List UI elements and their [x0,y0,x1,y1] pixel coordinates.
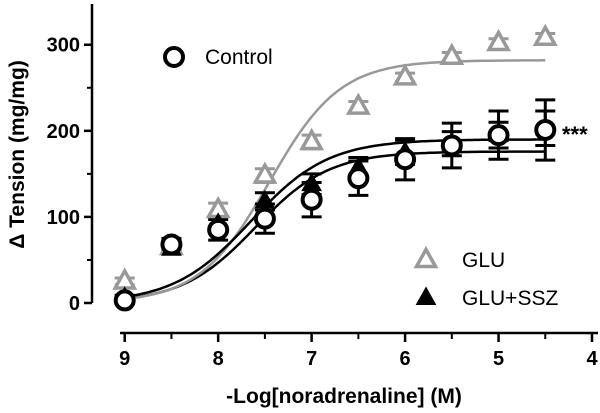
data-point-control [160,233,183,256]
legend-symbol [163,46,185,68]
data-point-control [113,289,136,312]
legend-marker-control [163,46,185,68]
x-tick-label: 6 [400,348,411,370]
y-tick-label: 200 [47,121,80,143]
x-tick-label: 5 [493,348,504,370]
legend-entry-glu: GLU [413,245,505,272]
x-tick-label: 7 [306,348,317,370]
data-point-control [440,134,463,157]
data-point-glu [486,28,512,52]
data-point-glu [439,42,465,66]
data-point-control [534,118,557,141]
y-axis-ticks: 0 100 200 300 [47,35,92,315]
x-tick-label: 9 [119,348,130,370]
x-axis-title: -Log[noradrenaline] (M) [226,385,462,408]
legend-label-glu-ssz: GLU+SSZ [462,287,558,310]
x-tick-label: 8 [213,348,224,370]
legend-entry-control: Control [163,46,273,69]
data-point-glu [252,161,278,184]
data-point-control [394,148,417,171]
data-points [112,23,558,312]
y-tick-label: 100 [47,207,80,229]
legend-marker-glu [413,245,439,269]
legend-symbol [415,286,437,305]
data-point-glu [392,63,418,86]
data-point-control [347,167,370,190]
fit-curve-0 [124,150,546,301]
fit-curve-2 [124,138,546,299]
data-point-glu [112,267,138,290]
data-point-glu [532,23,558,47]
significance-annotation: *** [562,122,588,147]
legend-marker-glu-ssz [415,286,437,305]
data-point-control [207,218,230,241]
fit-curves [124,59,546,301]
data-point-control [253,207,276,230]
fit-curve-1 [124,59,546,301]
legend-symbol [413,245,439,269]
y-axis-title: Δ Tension (mg/mg) [6,60,29,249]
data-point-control [487,124,510,147]
x-tick-label: 4 [586,348,598,370]
legend: Control GLU GLU+SSZ [163,46,558,310]
legend-label-glu: GLU [462,249,505,272]
data-point-control [300,188,323,211]
data-point-glu [299,127,325,151]
legend-label-control: Control [205,46,273,69]
legend-entry-glu-ssz: GLU+SSZ [415,286,558,310]
data-point-glu [345,92,371,115]
y-tick-label: 0 [69,293,80,315]
y-tick-label: 300 [47,35,80,57]
axes: 0 100 200 300 9 8 7 6 5 4 Δ Tension (mg/mg) -Log… [6,4,598,408]
x-axis-ticks: 9 8 7 6 5 4 [119,333,598,370]
